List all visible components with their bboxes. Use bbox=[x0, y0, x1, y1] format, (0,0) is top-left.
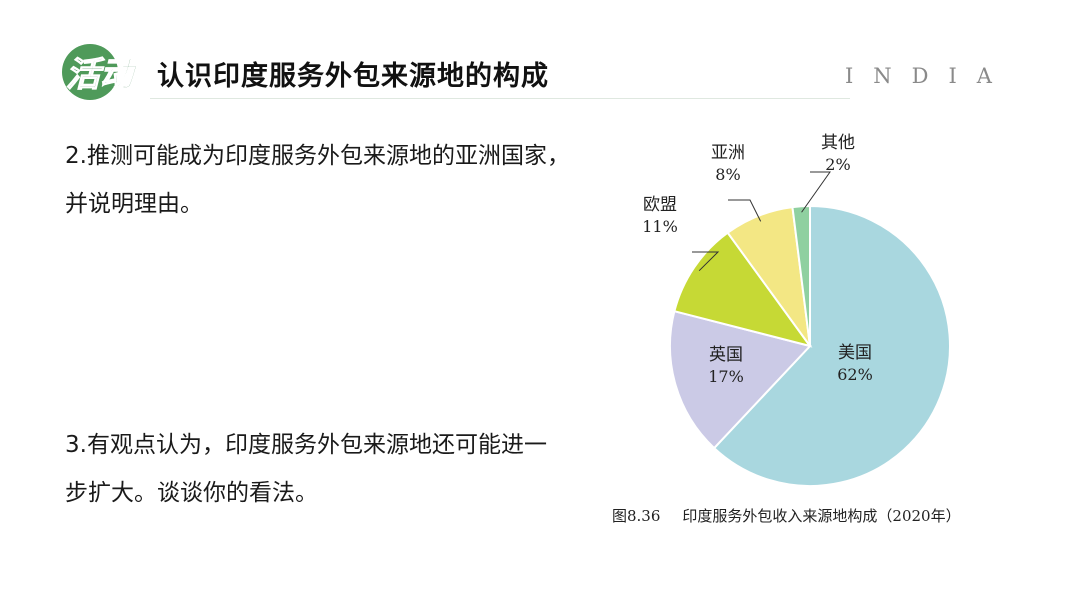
figure-number: 图8.36 bbox=[612, 507, 661, 525]
leader-line-4 bbox=[728, 199, 762, 222]
question-3-line-2: 步扩大。谈谈你的看法。 bbox=[65, 480, 318, 506]
slice-value-3: 11% bbox=[642, 217, 678, 236]
india-tag: INDIA bbox=[845, 64, 1012, 88]
slice-label-4: 亚洲 bbox=[711, 143, 745, 163]
slice-value-5: 2% bbox=[825, 155, 850, 174]
slice-label-1: 美国 bbox=[838, 343, 872, 363]
pie-slice-5 bbox=[791, 204, 811, 347]
slice-label-5: 其他 bbox=[821, 133, 855, 153]
pie-slice-2 bbox=[669, 309, 812, 450]
pie-slice-1 bbox=[712, 204, 951, 487]
slice-value-4: 8% bbox=[715, 165, 740, 184]
slice-value-1: 62% bbox=[837, 365, 873, 384]
activity-logo: 活动 bbox=[56, 38, 152, 102]
slice-value-2: 17% bbox=[708, 367, 744, 386]
figure-caption-text: 印度服务外包收入来源地构成（2020年） bbox=[682, 507, 961, 525]
logo-badge-circle bbox=[62, 44, 118, 100]
question-2-line-2: 并说明理由。 bbox=[65, 191, 203, 217]
slice-label-2: 英国 bbox=[709, 345, 743, 365]
page-title: 认识印度服务外包来源地的构成 bbox=[157, 61, 549, 92]
logo-text: 活动 bbox=[66, 55, 138, 95]
figure-caption: 图8.36 印度服务外包收入来源地构成（2020年） bbox=[612, 505, 961, 526]
leader-line-5 bbox=[801, 171, 831, 213]
question-3: 3.有观点认为，印度服务外包来源地还可能进一 步扩大。谈谈你的看法。 bbox=[65, 421, 655, 517]
slice-label-3: 欧盟 bbox=[643, 195, 677, 215]
title-divider bbox=[150, 98, 850, 99]
pie-chart: 美国 62% 英国 17% 欧盟 11% 亚洲 8% 其他 2% bbox=[600, 120, 1020, 540]
question-2-line-1: 2.推测可能成为印度服务外包来源地的亚洲国家， bbox=[65, 143, 570, 169]
question-3-line-1: 3.有观点认为，印度服务外包来源地还可能进一 bbox=[65, 432, 547, 458]
leader-line-3 bbox=[692, 251, 720, 272]
question-2: 2.推测可能成为印度服务外包来源地的亚洲国家， 并说明理由。 bbox=[65, 132, 655, 228]
